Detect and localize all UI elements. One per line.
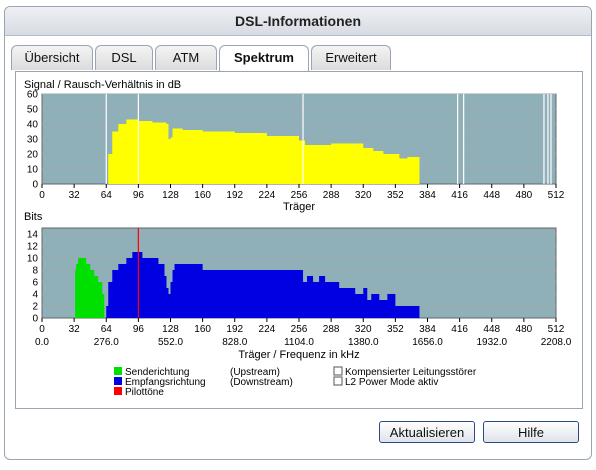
c2-x-tick: 320 [355,324,372,335]
c2-y-tick: 10 [27,254,39,265]
c1-x-tick: 96 [133,190,145,201]
legend-l2-swatch [334,377,342,385]
freq-tick: 1380.0 [348,337,379,348]
snr-chart-title: Signal / Rausch-Verhältnis in dB [24,79,181,91]
c1-x-tick: 128 [162,190,179,201]
c2-y-tick: 14 [27,230,39,241]
c2-y-tick: 4 [32,290,38,301]
c2-x-tick: 480 [516,324,533,335]
c1-y-tick: 0 [32,180,38,191]
bits-x-tick-labels: 0 32 64 96 128 160 192 224 256 288 320 352 384 416 448… [39,318,565,335]
c2-y-tick: 0 [32,314,38,325]
c1-y-tick: 30 [27,135,39,146]
c2-x-tick: 256 [291,324,308,335]
c1-x-tick: 384 [419,190,436,201]
c1-x-tick: 352 [387,190,404,201]
c1-x-tick: 320 [355,190,372,201]
c1-x-tick: 192 [226,190,243,201]
c2-x-tick: 224 [259,324,276,335]
legend-upstream-swatch [114,367,122,375]
c1-x-tick: 256 [291,190,308,201]
freq-tick: 1932.0 [476,337,507,348]
c1-x-tick: 64 [101,190,113,201]
legend-pilot-label: Pilottöne [125,387,164,398]
c2-x-tick: 32 [69,324,81,335]
c1-y-tick: 40 [27,120,39,131]
c2-y-tick: 2 [32,302,38,313]
c1-y-tick: 50 [27,105,39,116]
c2-y-tick: 6 [32,278,38,289]
c2-x-tick: 416 [451,324,468,335]
c2-x-tick: 128 [162,324,179,335]
c2-x-tick: 512 [548,324,565,335]
legend: Senderichtung (Upstream) Empfangsrichtun… [114,367,477,398]
c2-x-tick: 352 [387,324,404,335]
c1-y-tick: 20 [27,150,39,161]
freq-tick: 552.0 [158,337,183,348]
freq-tick: 1104.0 [284,337,314,348]
c2-x-tick: 160 [194,324,211,335]
legend-downstream-note: (Downstream) [230,377,293,388]
c1-x-tick: 224 [259,190,276,201]
c1-x-tick: 32 [69,190,81,201]
freq-tick: 828.0 [222,337,247,348]
c2-x-tick: 192 [226,324,243,335]
c2-y-tick: 8 [32,266,38,277]
c2-x-tick: 64 [101,324,113,335]
c1-x-tick: 416 [451,190,468,201]
c1-x-tick: 512 [548,190,565,201]
c2-x-tick: 96 [133,324,145,335]
snr-y-tick-labels: 0 10 20 30 40 50 60 [27,90,39,191]
c1-x-tick: 160 [194,190,211,201]
bits-freq-tick-labels: 0.0 276.0 552.0 828.0 1104.0 1380.0 1656.0 1932… [35,337,572,348]
c2-x-tick: 384 [419,324,436,335]
legend-crosstalk-swatch [334,367,342,375]
freq-tick: 0.0 [35,337,49,348]
c1-y-tick: 10 [27,165,39,176]
c2-y-tick: 12 [27,242,39,253]
c2-x-tick: 448 [483,324,500,335]
snr-x-tick-labels: 0 32 64 96 128 160 192 224 256 288 320 352 384 416 448… [39,184,565,201]
legend-l2-label: L2 Power Mode aktiv [345,377,438,388]
freq-tick: 2208.0 [541,337,572,348]
legend-pilot-swatch [114,387,122,395]
bits-x-axis-label: Träger / Frequenz in kHz [238,349,359,361]
c1-x-tick: 288 [323,190,340,201]
c1-x-tick: 0 [39,190,45,201]
c2-x-tick: 0 [39,324,45,335]
freq-tick: 276.0 [94,337,119,348]
c1-x-tick: 448 [483,190,500,201]
bits-chart-title: Bits [24,211,43,223]
c1-y-tick: 60 [27,90,39,101]
c2-x-tick: 288 [323,324,340,335]
snr-x-axis-label: Träger [283,201,315,213]
legend-downstream-swatch [114,377,122,385]
c1-x-tick: 480 [516,190,533,201]
freq-tick: 1656.0 [412,337,443,348]
